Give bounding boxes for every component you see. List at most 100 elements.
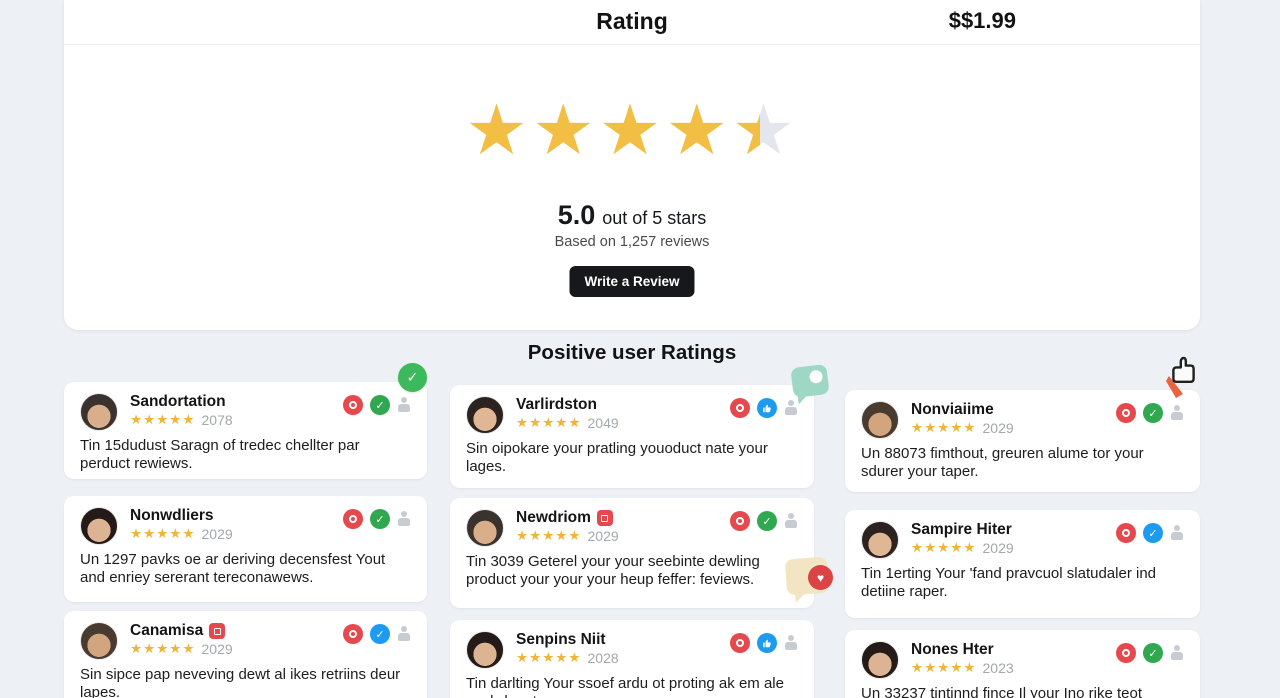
review-card[interactable]: Nones Hter ★★★★★ 2023 ✓ Un 33237 tintinn… [845,630,1200,698]
avatar [80,393,118,431]
red-dot-icon[interactable] [730,398,750,418]
star-icon: ★ [598,91,666,169]
red-dot-icon[interactable] [343,624,363,644]
green-check-icon[interactable]: ✓ [1143,403,1163,423]
score-suffix: out of 5 stars [602,208,707,228]
green-check-icon[interactable]: ✓ [370,509,390,529]
reviewer-name: Sampire Hiter [911,521,1012,538]
reviewer-name: Canamisa [130,622,204,639]
score-line: 5.0 out of 5 stars [64,200,1200,231]
person-icon[interactable] [1170,525,1184,541]
reviewer-name: Nones Hter [911,641,994,658]
reviews-column-1: Sandortation ★★★★★ 2078 ✓ Tin 15dudust S… [64,382,427,698]
star-rating: ★★★★★ [516,650,582,665]
blue-thumb-icon[interactable] [757,398,777,418]
avatar [466,509,504,547]
review-card[interactable]: Newdriom ★★★★★ 2029 ✓ Tin 3039 Geterel y… [450,498,814,608]
section-title: Positive user Ratings [527,341,737,364]
thumb-cursor-icon [1158,354,1206,406]
blue-check-icon[interactable]: ✓ [370,624,390,644]
review-card[interactable]: Sampire Hiter ★★★★★ 2029 ✓ Tin 1erting Y… [845,510,1200,618]
review-text: Sin sipce pap neveving dewt al ikes retr… [80,666,401,698]
star-rating: ★★★★★ [911,420,977,435]
reviewer-name: Nonwdliers [130,507,214,524]
review-card[interactable]: Varlirdston ★★★★★ 2049 Sin oipokare your… [450,385,814,488]
review-card[interactable]: Canamisa ★★★★★ 2029 ✓ Sin sipce pap neve… [64,611,427,698]
review-text: Un 88073 fimthout, greuren alume tor you… [861,445,1144,481]
review-year: 2029 [201,526,233,542]
review-year: 2023 [982,660,1014,676]
red-dot-icon[interactable] [343,395,363,415]
review-card[interactable]: Nonviaiime ★★★★★ 2029 ✓ Un 88073 fimthou… [845,390,1200,492]
star-icon: ★ [665,91,733,169]
reviewer-name: Varlirdston [516,396,597,413]
reviewer-name: Senpins Niit [516,631,606,648]
page-title: Rating [596,8,668,34]
review-text: Tin 1erting Your 'fand pravcuol slatudal… [861,565,1156,601]
star-icon: ★ [531,91,599,169]
review-count-label: Based on 1,257 reviews [554,234,710,250]
overall-star-rating: ★★★★★★ [64,92,1200,168]
blue-check-icon[interactable]: ✓ [1143,523,1163,543]
review-card[interactable]: Nonwdliers ★★★★★ 2029 ✓ Un 1297 pavks oe… [64,496,427,602]
reviewer-name: Newdriom [516,509,591,526]
red-dot-icon[interactable] [730,511,750,531]
red-dot-icon[interactable] [1116,523,1136,543]
person-icon[interactable] [784,400,798,416]
avatar [861,641,899,679]
review-year: 2029 [982,540,1014,556]
review-year: 2029 [201,641,233,657]
review-year: 2028 [587,650,619,666]
person-icon[interactable] [397,397,411,413]
person-icon[interactable] [784,513,798,529]
person-icon[interactable] [397,511,411,527]
blue-thumb-icon[interactable] [757,633,777,653]
star-rating: ★★★★★ [911,540,977,555]
price-label: $$1.99 [948,8,1016,33]
heart-badge-icon: ♥ [808,565,833,590]
person-icon[interactable] [1170,405,1184,421]
avatar [861,401,899,439]
verified-badge-icon [596,510,613,526]
star-rating: ★★★★★ [130,412,196,427]
review-text: Un 1297 pavks oe ar deriving decensfest … [80,551,386,587]
review-year: 2049 [587,415,619,431]
red-dot-icon[interactable] [730,633,750,653]
review-year: 2029 [982,420,1014,436]
green-check-icon[interactable]: ✓ [1143,643,1163,663]
half-star-icon: ★★ [732,91,799,169]
red-dot-icon[interactable] [1116,643,1136,663]
star-rating: ★★★★★ [911,660,977,675]
review-text: Un 33237 tintinnd fince Il your Ino rike… [861,685,1143,698]
avatar [861,521,899,559]
review-year: 2029 [587,528,619,544]
person-icon[interactable] [784,635,798,651]
reviews-column-2: Varlirdston ★★★★★ 2049 Sin oipokare your… [450,385,814,698]
avatar [466,396,504,434]
review-year: 2078 [201,412,233,428]
review-card[interactable]: Senpins Niit ★★★★★ 2028 Tin darlting You… [450,620,814,698]
review-text: Tin 3039 Geterel your your seebinte dewl… [466,553,760,589]
person-icon[interactable] [1170,645,1184,661]
score-value: 5.0 [557,200,596,230]
review-text: Sin oipokare your pratling youoduct nate… [466,440,768,476]
green-check-icon[interactable]: ✓ [370,395,390,415]
avatar [80,507,118,545]
review-card[interactable]: Sandortation ★★★★★ 2078 ✓ Tin 15dudust S… [64,382,427,479]
verified-badge-icon [209,623,226,639]
review-text: Tin darlting Your ssoef ardu ot proting … [466,675,784,698]
red-dot-icon[interactable] [1116,403,1136,423]
star-rating: ★★★★★ [130,641,196,656]
write-review-button[interactable]: Write a Review [569,266,695,297]
star-rating: ★★★★★ [516,528,582,543]
star-icon: ★ [465,91,532,169]
green-check-icon[interactable]: ✓ [757,511,777,531]
green-check-badge-icon: ✓ [398,363,427,392]
red-dot-icon[interactable] [343,509,363,529]
person-icon[interactable] [397,626,411,642]
reviewer-name: Nonviaiime [911,401,994,418]
star-rating: ★★★★★ [516,415,582,430]
star-rating: ★★★★★ [130,526,196,541]
